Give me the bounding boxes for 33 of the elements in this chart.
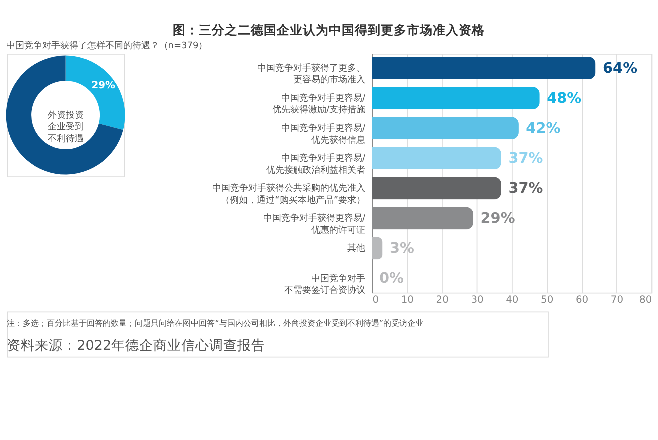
chart-subtitle: 中国竞争对手获得了怎样不同的待遇？（n=379） [6, 40, 208, 52]
data-label: 64% [603, 60, 638, 77]
data-label: 37% [508, 180, 544, 197]
y-tick-label: 中国竞争对手获得公共采购的优先准入（例如，通过“购买本地产品”要求） [212, 183, 366, 206]
data-label: 42% [526, 120, 561, 137]
x-tick-label: 30 [471, 295, 484, 306]
data-label: 29% [92, 80, 116, 92]
data-label: 3% [390, 241, 414, 258]
x-tick-label: 20 [436, 295, 449, 306]
text: 外资投资企业受到不利待遇 [48, 110, 84, 144]
x-tick-label: 0 [372, 295, 380, 306]
y-tick-label: 中国竞争对手更容易/优先获得信息 [281, 123, 366, 146]
y-tick-label: 中国竞争对手不需要签订合资协议 [284, 273, 366, 296]
y-tick-label: 其他 [348, 243, 366, 254]
y-tick-label: 中国竞争对手获得了更多、更容易的市场准入 [258, 62, 366, 86]
x-tick-label: 70 [610, 295, 624, 306]
y-tick-label: 中国竞争对手更容易/优先接触政治利益相关者 [266, 153, 366, 176]
data-label: 0% [379, 271, 404, 288]
y-tick-label: 中国竞争对手更容易/优先获得激励/支持措施 [272, 93, 366, 116]
x-tick-label: 80 [640, 295, 652, 306]
donut-slice [66, 56, 126, 130]
x-tick-label: 60 [576, 295, 589, 306]
donut-slice [6, 56, 124, 175]
data-label: 29% [480, 211, 516, 227]
text: 注：多选；百分比基于回答的数量；问题只问给在图中回答“与国内公司相比，外商投资企业受到不利待遇”的受访企业 [7, 318, 424, 328]
x-tick-label: 10 [401, 295, 414, 306]
y-tick-label: 中国竞争对手获得更容易/优惠的许可证 [263, 213, 366, 236]
text: 资料来源：2022年德企商业信心调查报告 [7, 338, 266, 354]
data-label: 48% [547, 90, 582, 107]
x-tick-label: 50 [541, 295, 554, 306]
x-tick-label: 40 [506, 295, 519, 306]
text: 图：三分之二德国企业认为中国得到更多市场准入资格 [173, 22, 486, 38]
data-label: 37% [508, 150, 544, 167]
